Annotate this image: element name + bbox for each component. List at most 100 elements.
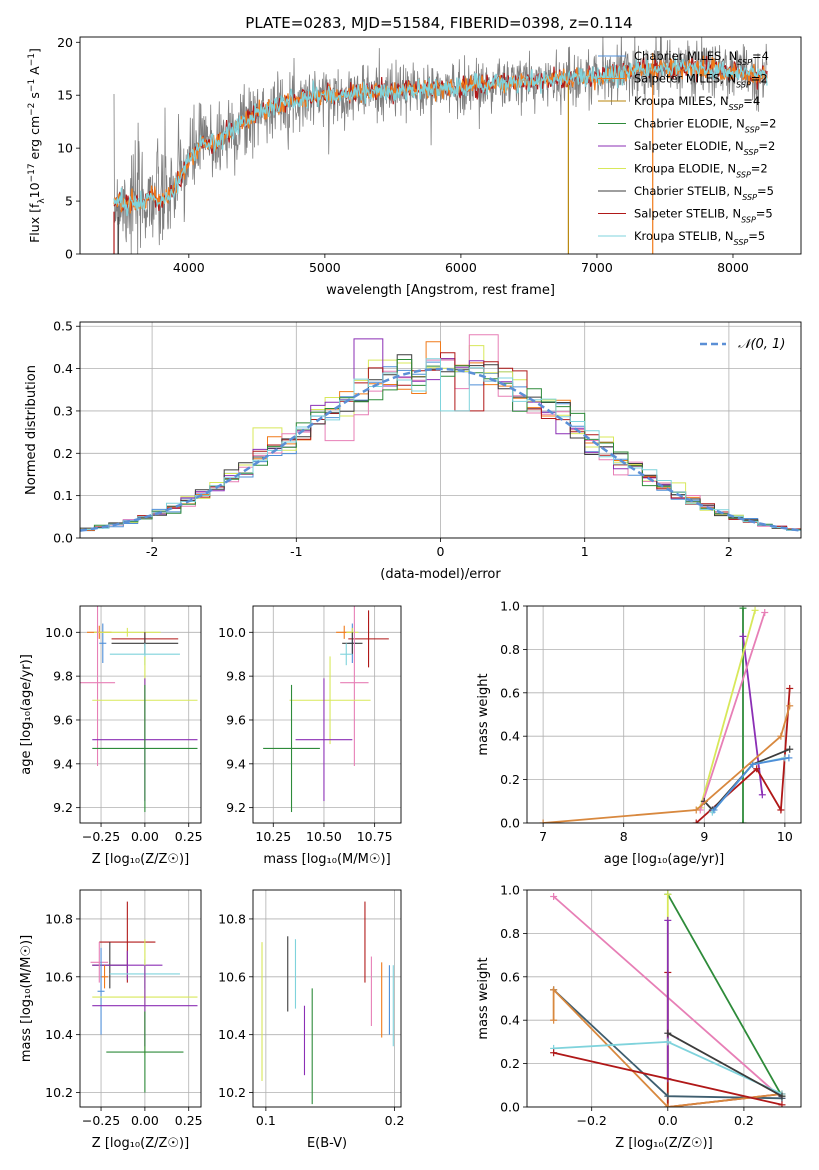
y-tick-label: 1.0 [500,599,520,614]
legend-entry: Chabrier STELIB, NSSP=5 [634,184,774,202]
legend-subscript: SSP [734,238,749,247]
x-axis-label: Z [log₁₀(Z/Z☉)] [92,1136,189,1151]
y-tick-label: 0.0 [500,816,520,831]
panel-age_vs_massweight: 7 8 9 10 0.0 0.2 0.4 0.6 0.8 1.0 age [log₁₀(age/yr… [476,599,802,867]
y-axis-label: mass weight [476,957,491,1039]
x-tick-label: 10.25 [255,829,291,844]
y-tick-label: 1.0 [500,883,520,898]
x-tick-label: 2 [725,544,733,559]
figure-title: PLATE=0283, MJD=51584, FIBERID=0398, z=0… [245,14,632,32]
panel-spectrum: 4000 5000 6000 7000 8000 0 5 10 15 20 wavelength [… [27,35,802,298]
panel-residual_histogram: -2 -1 0 1 2 0.0 0.1 0.2 0.3 0.4 0.5 (data-model)/er… [24,319,802,582]
panel-Z_vs_massweight: −0.2 0.0 0.2 0.0 0.2 0.4 0.6 0.8 1.0 Z [log₁₀(Z/Z… [476,883,802,1151]
x-tick-label: −0.25 [82,829,120,844]
x-tick-label: 0 [437,544,445,559]
legend-subscript: SSP [741,215,756,224]
y-tick-label: 9.6 [53,712,73,727]
y-axis-label-part: λ [37,198,47,204]
axes-frame [79,605,202,824]
legend-entry: Salpeter ELODIE, NSSP=2 [634,139,775,157]
y-axis-label-part: A [27,66,42,79]
x-tick-label: 0.1 [256,1113,276,1128]
legend-text: Chabrier ELODIE, N [634,117,745,131]
axes-frame [252,605,402,824]
legend-subscript: SSP [742,193,757,202]
x-axis-label: age [log₁₀(age/yr)] [604,852,725,867]
y-axis-label-part: −17 [27,163,37,182]
x-tick-label: 10.50 [306,829,342,844]
x-tick-label: -2 [146,544,158,559]
y-tick-label: 9.8 [226,669,246,684]
panel-EBV_vs_mass: 0.1 0.2 10.2 10.4 10.6 10.8 E(B-V) [218,889,405,1151]
y-axis-label-part: s [27,92,42,103]
plot-area-spectrum [113,37,768,254]
y-tick-label: 15 [57,88,73,103]
model-spectrum-kroupa_stelib [113,57,768,217]
y-tick-label: 0.6 [500,685,520,700]
x-tick-label: −0.25 [82,1113,120,1128]
y-tick-label: 20 [57,35,73,50]
legend-subscript: SSP [736,80,751,89]
x-axis-label: (data-model)/error [380,567,501,582]
legend-entry: Salpeter STELIB, NSSP=5 [634,207,773,225]
normal-reference-curve [80,367,801,532]
y-tick-label: 0.8 [500,642,520,657]
y-tick-label: 10.4 [45,1027,73,1042]
y-axis-label-part: −1 [27,79,37,92]
panel-Z_vs_age: −0.25 0.00 0.25 9.2 9.4 9.6 9.8 10.0 Z [log₁₀(Z/… [19,605,203,867]
y-axis-label: Normed distribution [24,365,39,495]
legend-value: =2 [751,72,768,86]
x-axis-label: Z [log₁₀(Z/Z☉)] [615,1136,712,1151]
y-axis-label-part: ] [27,48,42,53]
y-axis-label-part: −1 [27,53,37,66]
axes-frame [526,889,802,1108]
y-tick-label: 0.5 [53,319,73,334]
y-axis-label-part: −2 [27,103,37,116]
x-tick-label: 1 [581,544,589,559]
legend-value: =2 [760,117,777,131]
x-axis-label: mass [log₁₀(M/M☉)] [263,852,390,867]
weight-line-chabrier_stelib [667,1032,783,1097]
x-tick-label: 8000 [717,260,749,275]
x-tick-label: 0.2 [734,1113,754,1128]
x-tick-label: 10 [777,829,793,844]
y-tick-label: 9.6 [226,712,246,727]
weight-line-chabrier_elodie [667,893,783,1097]
x-axis-label: E(B-V) [307,1136,347,1151]
plot-area-mass_vs_age [253,606,401,823]
y-tick-label: 0 [65,247,73,262]
y-tick-label: 10.2 [45,1085,73,1100]
x-tick-label: 10.75 [357,829,393,844]
axes-frame [79,36,802,255]
y-tick-label: 0.2 [500,772,520,787]
y-tick-label: 0.2 [500,1056,520,1071]
y-tick-label: 0.1 [53,488,73,503]
weight-line-kroupa_stelib [711,757,786,813]
plot-area-age_vs_massweight [527,606,801,823]
legend-subscript: SSP [736,170,751,179]
y-axis-label-part: Flux [f [27,203,42,243]
legend-text: Salpeter MILES, N [634,72,736,86]
y-tick-label: 10.4 [218,1027,246,1042]
y-tick-label: 0.4 [500,1013,520,1028]
legend-text: Salpeter STELIB, N [634,207,741,221]
y-tick-label: 9.4 [53,756,73,771]
y-tick-label: 0.0 [53,531,73,546]
x-tick-label: 9 [700,829,708,844]
y-tick-label: 10.6 [45,969,73,984]
legend-entry: Chabrier MILES, NSSP=4 [634,49,769,67]
x-tick-label: 5000 [309,260,341,275]
legend-text: Salpeter ELODIE, N [634,139,744,153]
y-tick-label: 9.8 [53,669,73,684]
y-axis-label-part: erg cm [27,116,42,164]
x-tick-label: 6000 [445,260,477,275]
legend-subscript: SSP [737,58,752,67]
weight-line-orange_line [552,987,783,1107]
axes-frame [79,321,802,539]
legend-entry: Kroupa ELODIE, NSSP=2 [634,162,768,180]
x-tick-label: 0.25 [175,829,203,844]
y-tick-label: 10.0 [45,625,73,640]
y-tick-label: 9.2 [226,800,246,815]
